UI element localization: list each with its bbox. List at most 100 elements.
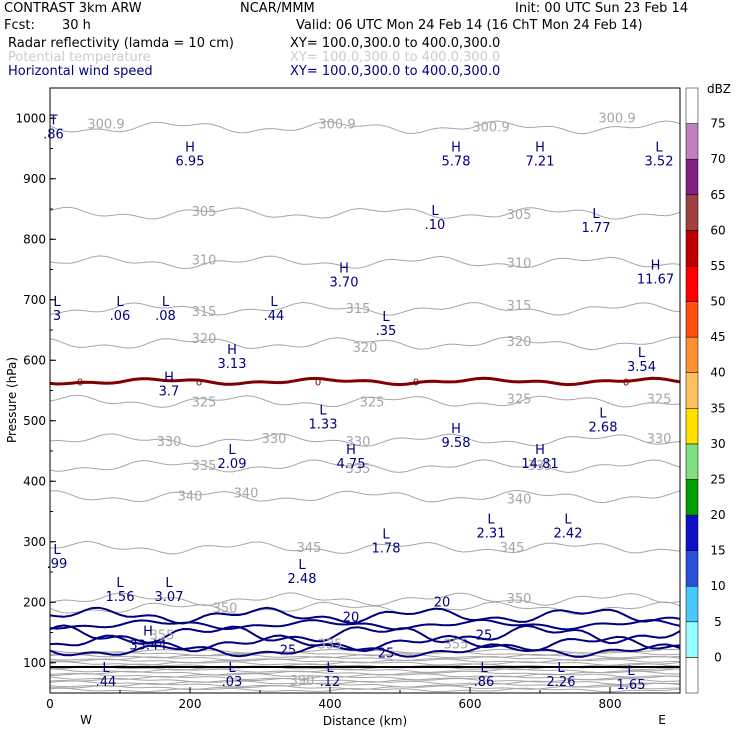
colorbar-swatch	[685, 514, 699, 551]
extremum-type: L	[162, 295, 170, 310]
valid-time: Valid: 06 UTC Mon 24 Feb 14 (16 ChT Mon …	[296, 18, 643, 33]
theta-contour-label: 335	[192, 459, 217, 474]
extremum-L: L.03	[222, 661, 243, 690]
wind-contour-line	[50, 643, 680, 658]
extremum-value: .99	[47, 557, 68, 572]
colorbar-swatch	[685, 194, 699, 231]
theta-contour-line	[50, 601, 680, 616]
extremum-L: L3.07	[155, 576, 184, 605]
theta-contour-line	[50, 301, 680, 316]
extremum-value: .44	[96, 675, 117, 690]
colorbar-swatch	[685, 621, 699, 658]
extremum-L: L.12	[320, 661, 341, 690]
extremum-L: L2.31	[477, 513, 506, 542]
extremum-type: H	[339, 262, 349, 277]
extremum-L: L2.26	[547, 661, 576, 690]
theta-contour-label: 315	[192, 305, 217, 320]
extremum-L: L3.52	[645, 141, 674, 170]
strat-theta-line	[50, 670, 680, 676]
freezing-level-label: 0	[623, 377, 629, 388]
extremum-value: 3.52	[645, 155, 674, 170]
extremum-value: 1.56	[106, 590, 135, 605]
extremum-type: T	[49, 113, 58, 128]
stratospheric-theta-lines	[50, 648, 680, 693]
extremum-L: L1.78	[372, 528, 401, 557]
theta-contour-line	[50, 489, 680, 504]
colorbar-level-label: 5	[714, 615, 722, 629]
theta-contour-label: 345	[500, 541, 525, 556]
extremum-H: H3.70	[330, 262, 359, 291]
extremum-H: H6.95	[176, 141, 205, 170]
extremum-value: 2.48	[288, 572, 317, 587]
y-tick-label: 600	[23, 353, 46, 367]
extremum-L: L1.77	[582, 207, 611, 236]
colorbar-swatch	[685, 158, 699, 196]
extremum-type: L	[557, 661, 565, 676]
theta-contour-label: 325	[507, 393, 532, 408]
theta-contour-label: 330	[262, 432, 287, 447]
extremum-value: 4.75	[337, 457, 366, 472]
colorbar-swatch	[685, 479, 699, 516]
theta-contour-line	[50, 540, 680, 555]
extremum-L: L.06	[110, 295, 131, 324]
theta-contour-line	[50, 459, 680, 474]
extremum-value: 11.67	[637, 273, 674, 288]
wind-contour-line	[50, 624, 680, 645]
wind-contour-label: 20	[343, 610, 360, 625]
theta-contour-line	[50, 394, 680, 408]
extremum-L: L.08	[155, 295, 176, 324]
theta-contour-line	[50, 120, 680, 135]
extremum-value: .86	[43, 127, 64, 142]
wind-contour-label: 25	[378, 647, 395, 662]
y-tick-label: 500	[23, 414, 46, 428]
extremum-L: L2.09	[218, 443, 247, 472]
colorbar-level-label: 40	[710, 366, 725, 380]
extremum-L: L.35	[376, 310, 397, 339]
extremum-value: 14.81	[521, 457, 558, 472]
extremum-type: L	[382, 528, 390, 543]
theta-contour-label: 335	[346, 462, 371, 477]
extremum-type: L	[326, 661, 334, 676]
theta-contour-label: 350	[213, 601, 238, 616]
freezing-level-label: 0	[413, 377, 419, 388]
extremum-H: H14.81	[521, 443, 558, 472]
x-axis-label: Distance (km)	[323, 714, 407, 728]
extremum-value: 5.78	[442, 155, 471, 170]
colorbar-swatch	[685, 657, 699, 694]
extremum-value: 2.42	[554, 527, 583, 542]
colorbar-level-label: 30	[710, 437, 725, 451]
colorbar-level-label: 50	[710, 295, 725, 309]
extremum-value: 1.33	[309, 418, 338, 433]
extremum-type: L	[228, 661, 236, 676]
field-name-wind: Horizontal wind speed	[8, 64, 153, 79]
colorbar-swatch	[685, 336, 699, 373]
theta-contour-line	[50, 206, 680, 220]
colorbar-level-label: 55	[710, 259, 725, 273]
theta-contour-line	[50, 433, 680, 448]
extremum-type: H	[164, 370, 174, 385]
colorbar-level-label: 65	[710, 188, 725, 202]
y-tick-label: 900	[23, 172, 46, 186]
theta-contour-label: 315	[507, 299, 532, 314]
theta-contour-label: 335	[318, 638, 343, 653]
colorbar-swatch	[685, 230, 699, 267]
init-time: Init: 00 UTC Sun 23 Feb 14	[515, 1, 689, 16]
colorbar-swatch	[685, 265, 699, 302]
colorbar-swatch	[685, 408, 699, 445]
y-axis-label: Pressure (hPa)	[5, 357, 19, 443]
extremum-value: 1.65	[617, 678, 646, 693]
extremum-value: .08	[155, 309, 176, 324]
theta-contour-label: 390	[290, 674, 315, 689]
extremum-type: H	[535, 443, 545, 458]
extremum-type: L	[165, 576, 173, 591]
theta-contour-label: 330	[157, 435, 182, 450]
extremum-L: L3.54	[627, 346, 656, 375]
theta-contour-label: 335	[528, 459, 553, 474]
field-name-theta: Potential temperature	[8, 50, 151, 65]
extremum-L: L1.56	[106, 576, 135, 605]
colorbar-level-label: 45	[710, 330, 725, 344]
extremum-L: L.99	[47, 543, 68, 572]
wind-contour-label: 25	[476, 629, 493, 644]
